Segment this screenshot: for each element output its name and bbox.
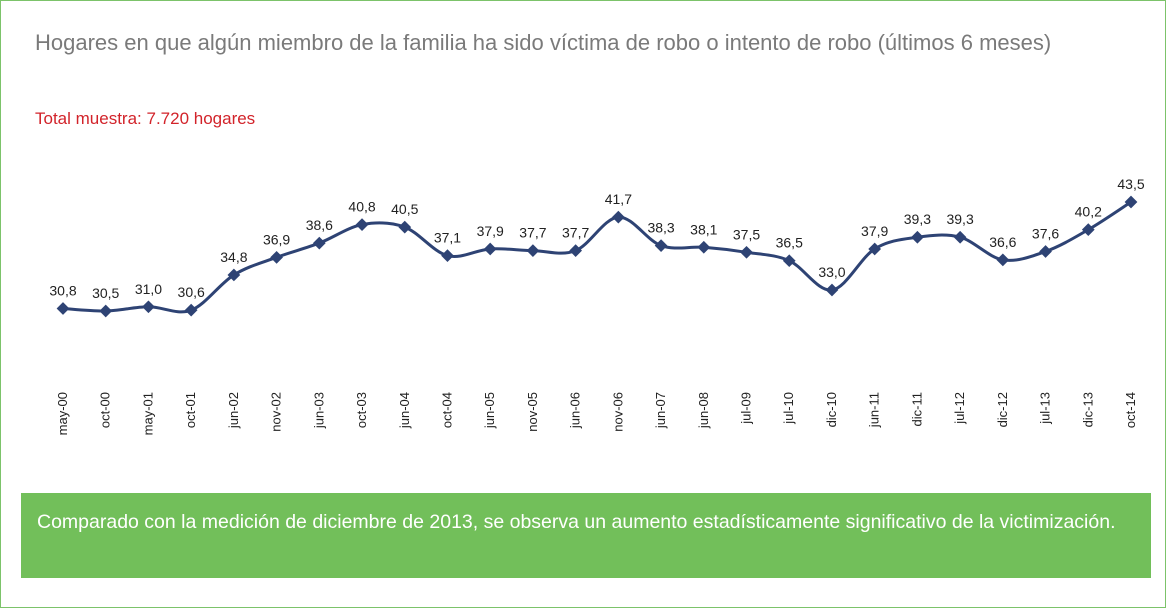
marker [569, 244, 583, 257]
note-text: Comparado con la medición de diciembre d… [37, 511, 1116, 533]
data-label: 36,5 [776, 235, 803, 251]
marker [355, 218, 369, 232]
marker [1039, 245, 1052, 258]
marker [142, 300, 155, 314]
x-tick-label: may-01 [140, 392, 155, 435]
x-tick-label: oct-14 [1123, 392, 1138, 428]
marker [483, 242, 497, 256]
x-tick-label: oct-00 [98, 392, 113, 428]
note-box: Comparado con la medición de diciembre d… [21, 493, 1151, 578]
x-tick-label: dic-10 [824, 392, 839, 427]
marker [312, 236, 326, 250]
marker [654, 239, 668, 252]
data-label: 41,7 [605, 191, 632, 207]
x-tick-label: nov-05 [525, 392, 540, 432]
x-tick-label: oct-03 [354, 392, 369, 428]
x-tick-label: jun-04 [397, 392, 412, 429]
x-tick-label: jun-02 [226, 392, 241, 429]
marker [184, 303, 198, 317]
data-label: 38,3 [647, 220, 674, 236]
x-tick-label: jun-06 [568, 392, 583, 429]
x-tick-label: dic-11 [909, 392, 924, 426]
marker [441, 249, 454, 263]
subtitle: Total muestra: 7.720 hogares [35, 109, 256, 128]
x-tick-label: dic-12 [995, 392, 1010, 427]
x-tick-label: jul-13 [1038, 392, 1053, 425]
marker [996, 253, 1010, 267]
marker [953, 230, 967, 244]
marker [697, 240, 711, 254]
data-label: 37,5 [733, 226, 760, 242]
marker [56, 302, 70, 315]
x-tick-label: jun-03 [311, 392, 326, 429]
data-label: 39,3 [904, 211, 931, 227]
data-label: 40,8 [348, 199, 375, 215]
x-tick-label: jun-11 [867, 392, 882, 428]
data-label: 30,6 [178, 284, 205, 300]
x-tick-label: oct-01 [183, 392, 198, 428]
x-tick-label: jul-12 [952, 392, 967, 425]
data-label: 37,9 [861, 223, 888, 239]
x-tick-label: jul-10 [781, 392, 796, 425]
chart-title: Hogares en que algún miembro de la famil… [35, 30, 1052, 55]
marker [398, 220, 412, 234]
data-label: 37,7 [562, 225, 589, 241]
marker [1081, 223, 1095, 237]
data-label: 30,5 [92, 285, 119, 301]
x-tick-label: may-00 [55, 392, 70, 435]
data-label: 37,1 [434, 230, 461, 246]
marker [825, 283, 839, 297]
data-label: 37,6 [1032, 225, 1059, 241]
data-label: 38,1 [690, 221, 717, 237]
x-tick-label: jun-08 [696, 392, 711, 429]
data-label: 40,5 [391, 201, 418, 217]
data-label: 43,5 [1117, 176, 1144, 192]
marker [99, 304, 113, 318]
marker [526, 244, 540, 257]
chart: 30,8 may-00 30,5 oct-00 31,0 may-01 30,6 oct-01… [49, 176, 1144, 435]
data-label: 33,0 [818, 264, 845, 280]
x-tick-label: nov-06 [610, 392, 625, 432]
data-label: 30,8 [49, 282, 76, 298]
marker [611, 210, 625, 224]
marker [270, 250, 283, 264]
x-tick-label: jun-07 [653, 392, 668, 429]
data-label: 37,7 [519, 225, 546, 241]
data-label: 40,2 [1075, 204, 1102, 220]
marker [227, 268, 241, 282]
marker [740, 245, 753, 259]
x-tick-label: oct-04 [439, 392, 454, 428]
x-tick-label: dic-13 [1080, 392, 1095, 427]
data-label: 36,9 [263, 231, 290, 247]
marker [911, 230, 924, 244]
x-tick-label: jul-09 [739, 392, 754, 425]
x-tick-label: nov-02 [269, 392, 284, 432]
data-label: 34,8 [220, 249, 247, 265]
data-label: 36,6 [989, 234, 1016, 250]
data-label: 39,3 [946, 211, 973, 227]
x-tick-label: jun-05 [482, 392, 497, 429]
data-label: 38,6 [306, 217, 333, 233]
data-label: 37,9 [477, 223, 504, 239]
data-label: 31,0 [135, 281, 162, 297]
